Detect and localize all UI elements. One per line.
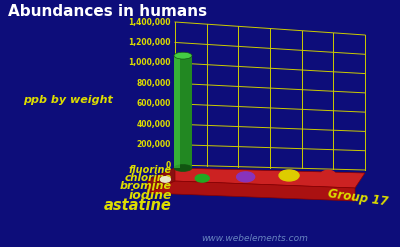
Text: 200,000: 200,000 [137, 140, 171, 149]
Ellipse shape [174, 165, 192, 171]
Ellipse shape [160, 177, 170, 182]
Text: 600,000: 600,000 [137, 99, 171, 108]
Text: 1,400,000: 1,400,000 [128, 18, 171, 26]
Polygon shape [148, 180, 355, 201]
Ellipse shape [279, 170, 299, 181]
Text: ppb by weight: ppb by weight [23, 95, 113, 105]
Text: fluorine: fluorine [129, 165, 172, 175]
Text: www.webelements.com: www.webelements.com [202, 233, 308, 243]
Text: astatine: astatine [104, 198, 172, 212]
Polygon shape [148, 168, 175, 193]
Text: 0: 0 [166, 161, 171, 169]
Text: chlorine: chlorine [125, 173, 172, 183]
Text: Abundances in humans: Abundances in humans [8, 3, 207, 19]
Text: bromine: bromine [120, 181, 172, 191]
Polygon shape [148, 168, 365, 188]
Text: 800,000: 800,000 [136, 79, 171, 88]
Ellipse shape [195, 174, 209, 182]
Text: 1,200,000: 1,200,000 [128, 38, 171, 47]
Text: 1,000,000: 1,000,000 [128, 58, 171, 67]
Text: iodine: iodine [128, 188, 172, 202]
Bar [174, 56, 180, 168]
Bar [174, 56, 192, 168]
Text: 400,000: 400,000 [137, 120, 171, 129]
Ellipse shape [321, 170, 335, 178]
Text: Group 17: Group 17 [327, 187, 389, 209]
Ellipse shape [174, 52, 192, 59]
Ellipse shape [237, 172, 255, 182]
